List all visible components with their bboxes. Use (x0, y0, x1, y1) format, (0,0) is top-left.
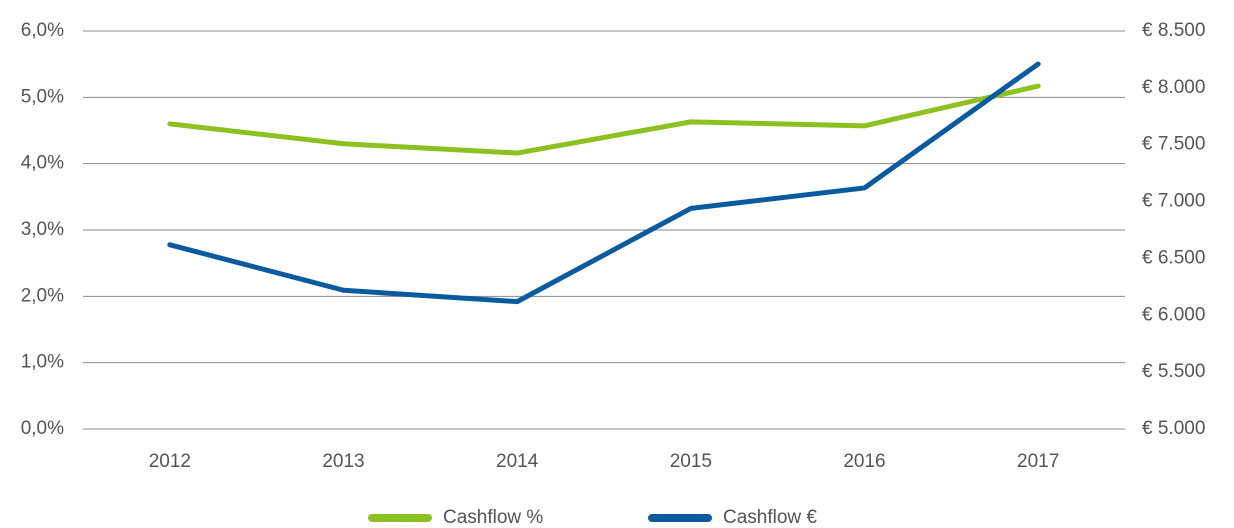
x-tick-label: 2012 (149, 451, 191, 472)
x-tick-label: 2017 (1017, 451, 1059, 472)
y-tick-label: 3,0% (21, 219, 64, 240)
series-line (167, 61, 1041, 305)
y2-tick-label: € 7.000 (1142, 191, 1205, 212)
legend-label: Cashflow € (723, 507, 817, 528)
series-line (167, 83, 1041, 156)
y-tick-label: 2,0% (21, 285, 64, 306)
x-tick-label: 2013 (322, 451, 364, 472)
y2-tick-label: € 5.000 (1142, 418, 1205, 439)
y-tick-label: 5,0% (21, 86, 64, 107)
x-tick-label: 2016 (843, 451, 885, 472)
x-tick-label: 2015 (670, 451, 712, 472)
y2-tick-label: € 6.000 (1142, 304, 1205, 325)
y2-tick-label: € 7.500 (1142, 134, 1205, 155)
y-tick-label: 1,0% (21, 352, 64, 373)
y2-tick-label: € 8.000 (1142, 77, 1205, 98)
legend-label: Cashflow % (443, 507, 543, 528)
y2-tick-label: € 6.500 (1142, 247, 1205, 268)
x-tick-label: 2014 (496, 451, 539, 472)
y2-tick-label: € 5.500 (1142, 361, 1205, 382)
y-tick-label: 6,0% (21, 20, 64, 41)
y-tick-label: 0,0% (21, 418, 64, 439)
y2-tick-label: € 8.500 (1142, 20, 1205, 41)
y-tick-label: 4,0% (21, 153, 64, 174)
